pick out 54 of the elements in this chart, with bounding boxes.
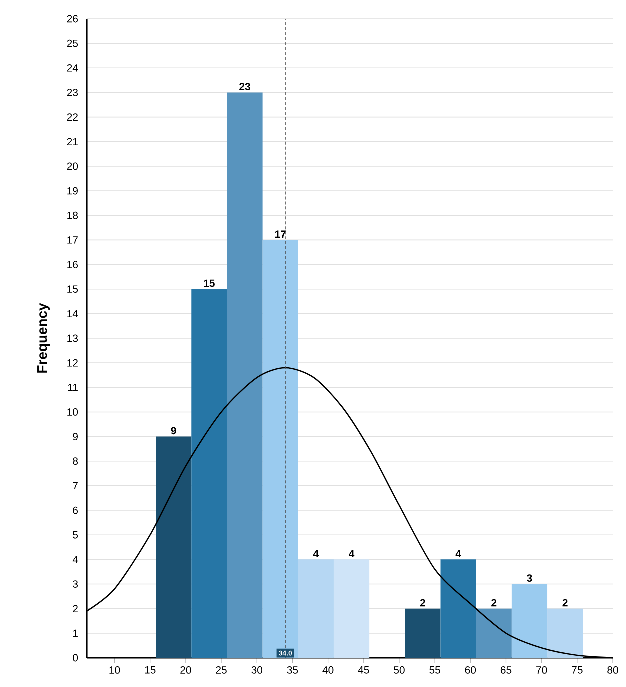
data-label: 4: [313, 550, 320, 558]
y-tick-label: 4: [72, 556, 78, 564]
y-tick-label: 24: [67, 64, 78, 72]
y-tick-label: 11: [68, 384, 78, 392]
y-tick-label: 13: [68, 334, 78, 342]
y-tick-label: 2: [73, 605, 78, 612]
y-tick-label: 9: [73, 433, 78, 441]
y-tick-label: 10: [68, 408, 78, 416]
data-label: 2: [420, 599, 426, 607]
y-tick-label: 6: [73, 506, 78, 514]
x-tick-label: 75: [572, 666, 583, 674]
data-label: 2: [492, 599, 497, 607]
x-tick-label: 55: [430, 666, 440, 674]
x-tick-label: 20: [180, 666, 192, 674]
data-label: 17: [275, 230, 286, 238]
x-tick-label: 15: [145, 666, 156, 674]
x-tick-label: 25: [216, 666, 227, 674]
y-tick-label: 25: [67, 40, 78, 48]
y-tick-label: 18: [68, 212, 78, 220]
data-label: 9: [171, 427, 176, 435]
x-tick-label: 50: [394, 666, 405, 674]
y-tick-label: 8: [73, 458, 78, 466]
x-tick-label: 45: [358, 666, 370, 674]
y-tick-label: 5: [73, 531, 78, 539]
y-tick-label: 3: [73, 580, 78, 588]
y-tick-label: 1: [73, 630, 78, 638]
y-tick-label: 12: [68, 359, 78, 367]
data-label: 3: [527, 574, 532, 582]
data-label: 4: [456, 550, 462, 558]
data-label: 15: [204, 280, 215, 288]
y-tick-label: 17: [68, 236, 78, 244]
y-tick-label: 22: [67, 114, 78, 121]
y-tick-label: 7: [73, 482, 78, 490]
y-tick-label: 16: [68, 261, 78, 268]
y-tick-label: 26: [67, 15, 78, 23]
x-tick-label: 70: [536, 666, 548, 674]
y-tick-label: 0: [73, 654, 78, 662]
y-tick-label: 23: [67, 89, 78, 96]
x-tick-label: 40: [322, 666, 334, 674]
data-label: 4: [349, 550, 355, 558]
x-tick-label: 65: [500, 666, 512, 674]
y-tick-label: 20: [67, 162, 78, 170]
y-tick-label: 15: [68, 286, 78, 293]
x-tick-label: 80: [608, 666, 618, 674]
y-tick-label: 14: [68, 310, 78, 318]
x-tick-label: 10: [110, 666, 120, 674]
y-tick-label: 19: [68, 187, 78, 195]
x-tick-label: 60: [465, 666, 476, 674]
y-tick-label: 21: [67, 138, 78, 146]
x-tick-label: 35: [287, 666, 298, 674]
data-label: 2: [562, 599, 568, 607]
data-label: 23: [240, 83, 250, 91]
y-axis-title: Frequency: [38, 303, 50, 373]
x-tick-label: 30: [252, 666, 263, 674]
